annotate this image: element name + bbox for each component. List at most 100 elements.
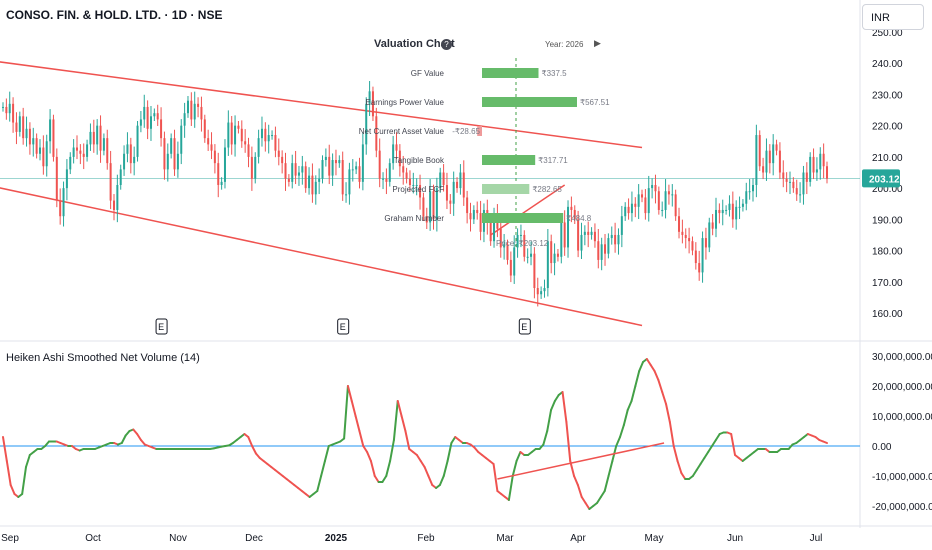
- candle-body: [133, 156, 136, 164]
- net-volume-segment: [661, 391, 668, 405]
- candle-body: [102, 138, 105, 151]
- candle-body: [617, 234, 620, 245]
- candle-body: [378, 150, 381, 179]
- net-volume-segment: [691, 469, 698, 477]
- candle-body: [82, 153, 85, 157]
- candle-body: [745, 191, 748, 204]
- candle-body: [684, 234, 687, 239]
- earnings-marker: [337, 318, 350, 335]
- net-volume-segment: [247, 436, 254, 447]
- candle-body: [22, 116, 25, 139]
- net-volume-segment: [392, 400, 399, 441]
- candle-body: [718, 209, 721, 214]
- candle-body: [620, 216, 623, 235]
- candle-body: [136, 125, 139, 157]
- net-volume-segment: [415, 454, 422, 462]
- candle-body: [711, 222, 714, 229]
- net-volume-segment: [665, 403, 671, 423]
- candle-body: [472, 209, 475, 220]
- net-volume-segment: [680, 472, 687, 480]
- candle-body: [530, 253, 533, 257]
- valuation-bar: [482, 68, 539, 78]
- candle-body: [735, 206, 738, 220]
- candle-body: [590, 231, 593, 235]
- earnings-marker: [155, 318, 168, 335]
- candle-body: [170, 138, 173, 154]
- time-tick-label: Mar: [496, 533, 514, 544]
- candle-body: [45, 141, 48, 167]
- candle-body: [701, 238, 704, 273]
- net-volume-segment: [320, 460, 326, 477]
- valuation-row-label: Tangible Book: [394, 156, 445, 165]
- net-volume-segment: [657, 379, 664, 393]
- candle-body: [240, 128, 243, 142]
- net-volume-segment: [450, 436, 457, 444]
- time-tick-label: Apr: [570, 533, 586, 544]
- candle-body: [5, 106, 8, 114]
- candle-body: [264, 128, 267, 142]
- candle-body: [435, 188, 438, 220]
- candle-body: [775, 144, 778, 151]
- candle-body: [351, 169, 354, 171]
- net-volume-segment: [5, 460, 12, 486]
- net-volume-segment: [622, 409, 629, 426]
- price-tick-label: 220.00: [872, 122, 903, 133]
- candle-body: [408, 178, 411, 185]
- candle-body: [425, 216, 428, 223]
- candle-body: [308, 175, 311, 189]
- valuation-row-label: Graham Number: [384, 214, 444, 223]
- time-tick-label: Sep: [1, 533, 19, 544]
- support-trendline: [490, 184, 566, 236]
- net-volume-segment: [553, 394, 560, 402]
- last-price-tag: [862, 169, 900, 188]
- candle-body: [563, 222, 566, 248]
- candle-body: [691, 241, 694, 251]
- candle-body: [398, 150, 401, 167]
- candle-body: [291, 163, 294, 182]
- net-volume-segment: [550, 400, 556, 411]
- net-volume-segment: [358, 430, 365, 447]
- symbol-title: CONSO. FIN. & HOLD. LTD. · 1D · NSE: [6, 8, 223, 22]
- net-volume-segment: [323, 445, 330, 462]
- candle-body: [38, 147, 42, 154]
- candle-body: [388, 163, 391, 182]
- candle-body: [207, 138, 210, 145]
- candle-body: [267, 135, 270, 142]
- year-selector[interactable]: Year: 2026: [545, 40, 583, 49]
- candle-body: [792, 181, 795, 189]
- play-icon[interactable]: ▶: [594, 38, 601, 48]
- net-volume-segment: [389, 439, 395, 462]
- candle-body: [688, 238, 691, 242]
- candle-body: [560, 222, 563, 257]
- candle-body: [667, 191, 670, 195]
- candle-body: [432, 191, 435, 220]
- time-tick-label: May: [645, 533, 664, 544]
- net-volume-segment: [707, 445, 714, 453]
- candle-body: [254, 156, 257, 179]
- net-volume-segment: [362, 445, 369, 453]
- currency-selector[interactable]: INR: [862, 4, 924, 30]
- candle-body: [92, 131, 95, 145]
- candle-body: [244, 141, 247, 145]
- valuation-value-label: ₹337.5: [541, 69, 567, 78]
- candle-body: [62, 188, 65, 217]
- candle-body: [785, 178, 788, 182]
- net-volume-segment: [599, 490, 606, 498]
- candle-body: [456, 181, 459, 189]
- candle-body: [55, 156, 58, 201]
- candle-body: [593, 231, 596, 242]
- candle-body: [395, 144, 398, 151]
- price-tick-label: 160.00: [872, 309, 903, 320]
- candle-body: [755, 135, 758, 185]
- candle-body: [331, 160, 334, 176]
- candle-body: [153, 113, 156, 117]
- candle-body: [371, 91, 374, 117]
- candle-body: [533, 253, 536, 289]
- price-tick-label: 190.00: [872, 215, 903, 226]
- net-volume-segment: [676, 460, 683, 474]
- info-icon[interactable]: ?: [441, 39, 452, 50]
- net-volume-segment: [369, 460, 376, 477]
- net-volume-segment: [427, 475, 434, 486]
